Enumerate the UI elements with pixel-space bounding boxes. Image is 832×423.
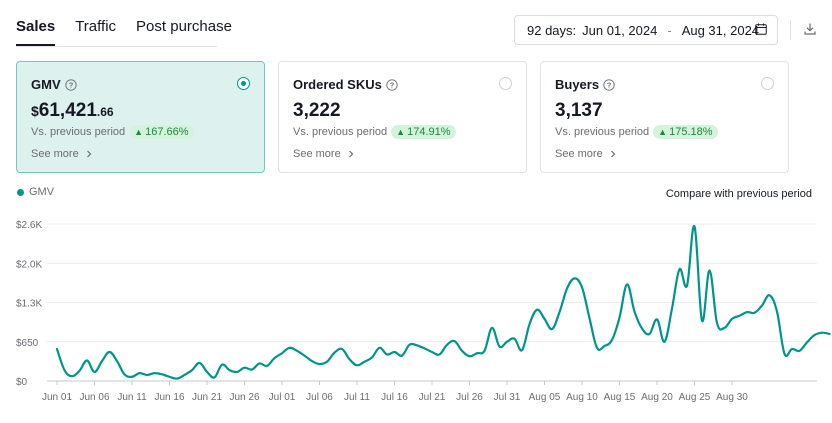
x-tick-label: Jul 06: [306, 392, 333, 403]
tab-divider: [16, 46, 217, 47]
card-comparison: Vs. previous period ▲ 167.66%: [31, 125, 194, 139]
x-tick-label: Jul 11: [344, 392, 370, 403]
card-value-main: 3,222: [293, 100, 341, 121]
change-value: 174.91%: [407, 126, 451, 138]
card-vs-label: Vs. previous period: [555, 126, 650, 138]
x-tick-label: Aug 30: [716, 392, 748, 403]
legend-dot-icon: [17, 188, 24, 196]
x-tick-label: Jul 26: [456, 392, 483, 403]
card-title: Buyers ?: [555, 77, 615, 92]
x-tick-label: Jul 21: [419, 392, 446, 403]
card-title-label: Buyers: [555, 77, 600, 92]
gmv-line-chart: $0 $650 $1.3K $2.0K $2.6K Jun 01 Jun 06 Jun 11 J…: [16, 220, 831, 403]
y-tick-label: $650: [16, 338, 39, 349]
svg-text:?: ?: [390, 80, 395, 89]
y-tick-label: $0: [16, 377, 28, 388]
x-tick-label: Jun 01: [42, 392, 72, 403]
x-tick-label: Jun 21: [192, 392, 222, 403]
see-more-label: See more: [555, 148, 603, 160]
card-radio[interactable]: [237, 77, 250, 90]
x-tick-label: Jul 16: [381, 392, 408, 403]
x-tick-label: Jul 31: [494, 392, 521, 403]
metric-card-gmv[interactable]: GMV ? $61,421.66 Vs. previous period ▲ 16…: [16, 61, 265, 173]
legend-label: GMV: [29, 186, 55, 198]
card-radio[interactable]: [761, 77, 774, 90]
toolbar-divider: [790, 20, 791, 40]
card-value-cents: .66: [96, 105, 114, 119]
svg-text:?: ?: [607, 80, 612, 89]
help-icon[interactable]: ?: [386, 78, 398, 91]
see-more-link[interactable]: See more: [31, 148, 93, 160]
tab-sales[interactable]: Sales: [16, 18, 56, 46]
card-comparison: Vs. previous period ▲ 174.91%: [293, 125, 456, 139]
card-currency: $: [31, 103, 39, 119]
help-icon[interactable]: ?: [603, 78, 615, 91]
card-comparison: Vs. previous period ▲ 175.18%: [555, 125, 718, 139]
change-value: 175.18%: [669, 126, 713, 138]
x-tick-label: Jun 16: [154, 392, 184, 403]
metric-card-ordered-skus[interactable]: Ordered SKUs ? 3,222 Vs. previous period…: [278, 61, 527, 173]
gmv-series-line[interactable]: [55, 225, 831, 380]
x-tick-label: Jul 01: [269, 392, 296, 403]
card-value-main: 3,137: [555, 100, 603, 121]
card-value: 3,137: [555, 100, 603, 122]
arrow-up-icon: ▲: [396, 127, 406, 137]
arrow-up-icon: ▲: [134, 127, 144, 137]
change-badge: ▲ 174.91%: [391, 125, 456, 139]
metric-card-buyers[interactable]: Buyers ? 3,137 Vs. previous period ▲ 175.…: [540, 61, 789, 173]
x-tick-label: Aug 10: [566, 392, 598, 403]
date-range-prefix: 92 days:: [527, 22, 577, 38]
date-range-picker[interactable]: 92 days: Jun 01, 2024 - Aug 31, 2024: [514, 15, 778, 45]
chart-legend[interactable]: GMV: [17, 186, 54, 198]
see-more-link[interactable]: See more: [293, 148, 355, 160]
card-value: $61,421.66: [31, 100, 114, 122]
y-tick-label: $2.0K: [16, 259, 42, 270]
date-range-separator: -: [667, 22, 672, 38]
download-icon[interactable]: [803, 22, 817, 36]
card-value: 3,222: [293, 100, 341, 122]
change-value: 167.66%: [145, 126, 189, 138]
compare-previous-toggle[interactable]: Compare with previous period: [665, 188, 812, 200]
date-range-start: Jun 01, 2024: [582, 22, 658, 38]
chevron-right-icon: [610, 150, 616, 158]
x-tick-label: Jun 26: [229, 392, 259, 403]
chevron-right-icon: [86, 150, 92, 158]
y-tick-label: $1.3K: [16, 299, 42, 310]
see-more-label: See more: [293, 148, 341, 160]
x-tick-label: Aug 15: [604, 392, 636, 403]
change-badge: ▲ 167.66%: [129, 125, 194, 139]
tab-post-purchase[interactable]: Post purchase: [136, 18, 232, 35]
x-tick-label: Aug 25: [679, 392, 711, 403]
card-value-main: 61,421: [38, 100, 97, 121]
x-tick-label: Jun 06: [79, 392, 109, 403]
card-vs-label: Vs. previous period: [31, 126, 126, 138]
calendar-icon[interactable]: [755, 23, 767, 35]
see-more-link[interactable]: See more: [555, 148, 617, 160]
card-title-label: Ordered SKUs: [293, 77, 382, 92]
card-title: Ordered SKUs ?: [293, 77, 398, 92]
change-badge: ▲ 175.18%: [653, 125, 718, 139]
chevron-right-icon: [348, 150, 354, 158]
date-range-end: Aug 31, 2024: [681, 22, 760, 38]
see-more-label: See more: [31, 148, 79, 160]
help-icon[interactable]: ?: [64, 78, 77, 91]
tab-traffic[interactable]: Traffic: [75, 18, 117, 35]
y-tick-label: $2.6K: [16, 220, 42, 231]
x-tick-label: Jun 11: [117, 392, 147, 403]
card-title-label: GMV: [31, 77, 61, 92]
arrow-up-icon: ▲: [658, 127, 668, 137]
x-tick-label: Aug 20: [641, 392, 673, 403]
x-tick-label: Aug 05: [529, 392, 561, 403]
card-radio[interactable]: [499, 77, 512, 90]
card-title: GMV ?: [31, 77, 77, 92]
tab-bar: Sales Traffic Post purchase: [16, 18, 252, 46]
card-vs-label: Vs. previous period: [293, 126, 388, 138]
svg-text:?: ?: [68, 80, 73, 89]
